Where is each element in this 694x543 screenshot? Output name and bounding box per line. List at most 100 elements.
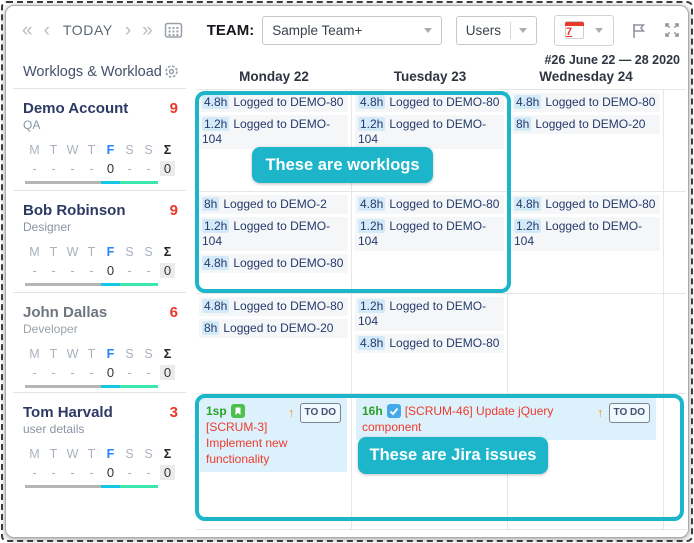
- worklog-entry[interactable]: 4.8h Logged to DEMO-80: [355, 93, 504, 112]
- weekday-letter-today: F: [106, 143, 115, 157]
- team-select[interactable]: Sample Team+: [262, 15, 442, 45]
- app-window: « ‹ TODAY › » TEAM: Sample Team+ Users: [5, 5, 689, 538]
- worklog-entry[interactable]: 1.2h Logged to DEMO-104: [355, 297, 504, 331]
- weekday-value: -: [32, 263, 37, 278]
- weekday-value-today: 0: [106, 263, 115, 278]
- worklog-text: Logged to DEMO-20: [223, 321, 334, 335]
- user-name[interactable]: Bob Robinson: [23, 202, 126, 219]
- worklog-entry[interactable]: 1.2h Logged to DEMO-104: [355, 115, 504, 149]
- user-issue-count: 9: [169, 202, 178, 219]
- worklog-entry[interactable]: 1.2h Logged to DEMO-104: [511, 217, 660, 251]
- user-role: Designer: [23, 220, 72, 234]
- day-cell[interactable]: 4.8h Logged to DEMO-80 1.2h Logged to DEMO…: [508, 192, 664, 293]
- worklog-hours-badge: 4.8h: [358, 95, 386, 109]
- worklog-hours-badge: 1.2h: [202, 117, 230, 131]
- sum-sigma-label: Σ: [163, 245, 172, 259]
- worklog-text: Logged to DEMO-20: [535, 117, 646, 131]
- worklog-entry[interactable]: 8h Logged to DEMO-20: [199, 319, 348, 338]
- worklog-entry[interactable]: 8h Logged to DEMO-20: [511, 115, 660, 134]
- jump-back-button[interactable]: «: [22, 19, 33, 41]
- worklog-entry[interactable]: 4.8h Logged to DEMO-80: [511, 195, 660, 214]
- user-role: user details: [23, 422, 85, 436]
- day-cell[interactable]: 1.2h Logged to DEMO-104 4.8h Logged to DEM…: [352, 294, 508, 393]
- step-forward-button[interactable]: ›: [124, 19, 132, 41]
- day-cell[interactable]: [508, 294, 664, 393]
- users-select[interactable]: Users: [455, 15, 537, 45]
- sidebar-header: Worklogs & Workload: [13, 59, 186, 89]
- day-cell[interactable]: [508, 394, 664, 529]
- worklog-text: Logged to DEMO-104: [358, 299, 487, 328]
- worklog-hours-badge: 1.2h: [202, 219, 230, 233]
- worklog-entry[interactable]: 4.8h Logged to DEMO-80: [199, 254, 348, 273]
- step-back-button[interactable]: ‹: [43, 19, 50, 41]
- day-cell[interactable]: 4.8h Logged to DEMO-80 8h Logged to DEMO-2…: [196, 294, 352, 393]
- user-role: QA: [23, 118, 41, 132]
- flag-icon[interactable]: [630, 22, 648, 39]
- chevron-down-icon: [519, 27, 527, 33]
- day-cell[interactable]: ↑ TO DO 1sp [SCRUM-3] Implement new funct…: [196, 394, 352, 529]
- worklog-text: Logged to DEMO-80: [389, 336, 500, 350]
- calendar-view-icon[interactable]: [164, 21, 183, 39]
- days-range-select[interactable]: 7: [554, 14, 614, 46]
- status-chip[interactable]: TO DO: [299, 403, 341, 423]
- worklog-entry[interactable]: 4.8h Logged to DEMO-80: [199, 297, 348, 316]
- weekday-letter: T: [49, 347, 58, 361]
- weekday-value: -: [32, 161, 37, 176]
- worklog-text: Logged to DEMO-80: [389, 95, 500, 109]
- issue-summary: [SCRUM-46] Update jQuery component: [362, 404, 554, 434]
- weekday-letter: T: [49, 245, 58, 259]
- worklog-entry[interactable]: 1.2h Logged to DEMO-104: [355, 217, 504, 251]
- worklog-entry[interactable]: 4.8h Logged to DEMO-80: [511, 93, 660, 112]
- weekday-letter: S: [125, 347, 134, 361]
- worklog-hours-badge: 4.8h: [358, 336, 386, 350]
- day-cell[interactable]: 4.8h Logged to DEMO-80 1.2h Logged to DEMO…: [196, 90, 352, 191]
- sidebar-title: Worklogs & Workload: [23, 63, 162, 80]
- issue-card-scrum-46[interactable]: ↑ TO DO 16h [SCRUM-46] Update jQuery comp…: [356, 398, 656, 440]
- weekday-value: -: [51, 161, 56, 176]
- jump-forward-button[interactable]: »: [142, 19, 153, 41]
- worklog-hours-badge: 4.8h: [202, 95, 230, 109]
- weekday-value: -: [89, 365, 94, 380]
- worklog-entry[interactable]: 8h Logged to DEMO-2: [199, 195, 348, 214]
- weekday-value: -: [70, 465, 75, 480]
- user-row-tom-harvald[interactable]: Tom Harvald 3 user details M- T- W- T- F…: [13, 393, 186, 529]
- status-chip[interactable]: TO DO: [608, 403, 650, 423]
- issue-summary: [SCRUM-3] Implement new functionality: [206, 420, 288, 466]
- worklog-entry[interactable]: 1.2h Logged to DEMO-104: [199, 115, 348, 149]
- team-select-value: Sample Team+: [272, 22, 363, 38]
- issue-card-scrum-3[interactable]: ↑ TO DO 1sp [SCRUM-3] Implement new funct…: [200, 398, 347, 472]
- worklog-hours-badge: 1.2h: [358, 299, 386, 313]
- user-name[interactable]: Demo Account: [23, 100, 129, 117]
- day-cell[interactable]: 4.8h Logged to DEMO-80 1.2h Logged to DEMO…: [352, 90, 508, 191]
- worklog-hours-badge: 8h: [202, 197, 220, 211]
- sum-sigma-label: Σ: [163, 447, 172, 461]
- day-cell[interactable]: 4.8h Logged to DEMO-80 1.2h Logged to DEMO…: [352, 192, 508, 293]
- worklog-entry[interactable]: 1.2h Logged to DEMO-104: [199, 217, 348, 251]
- worklog-hours-badge: 4.8h: [514, 95, 542, 109]
- worklog-entry[interactable]: 4.8h Logged to DEMO-80: [355, 195, 504, 214]
- team-label: TEAM:: [206, 21, 255, 39]
- today-button[interactable]: TODAY: [62, 22, 113, 38]
- sum-value: 0: [159, 365, 176, 380]
- weekday-letter: M: [29, 447, 40, 461]
- day-cell[interactable]: 8h Logged to DEMO-2 1.2h Logged to DEMO-10…: [196, 192, 352, 293]
- worklog-entry[interactable]: 4.8h Logged to DEMO-80: [355, 334, 504, 353]
- day-cell-partial: [664, 192, 686, 293]
- user-name[interactable]: Tom Harvald: [23, 404, 113, 421]
- day-header-tuesday: Tuesday 23: [393, 69, 467, 84]
- day-cell[interactable]: 4.8h Logged to DEMO-80 8h Logged to DEMO-2…: [508, 90, 664, 191]
- settings-gear-icon[interactable]: [163, 63, 180, 80]
- weekday-letter: W: [66, 447, 79, 461]
- chevron-down-icon: [423, 27, 432, 33]
- user-name[interactable]: John Dallas: [23, 304, 108, 321]
- worklog-hours-badge: 4.8h: [514, 197, 542, 211]
- weekday-letter: S: [144, 245, 153, 259]
- worklog-entry[interactable]: 4.8h Logged to DEMO-80: [199, 93, 348, 112]
- weekday-value: -: [89, 263, 94, 278]
- fullscreen-expand-icon[interactable]: [664, 22, 680, 38]
- worklog-text: Logged to DEMO-80: [233, 299, 344, 313]
